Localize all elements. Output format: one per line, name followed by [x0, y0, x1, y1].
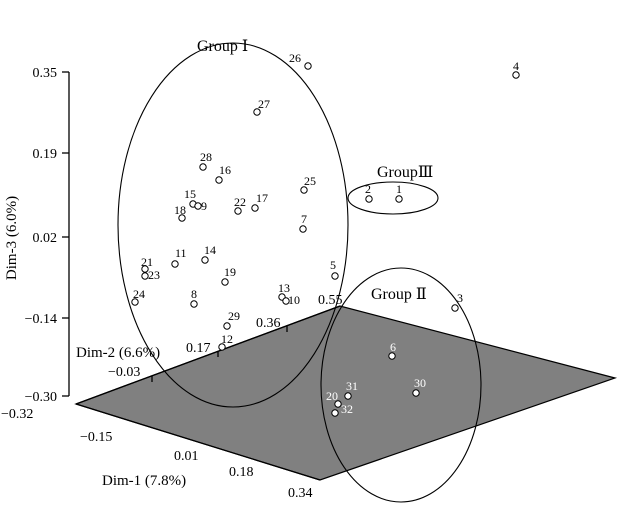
data-point-31: [344, 392, 352, 400]
data-point-17: [251, 204, 259, 212]
x-axis-line: [75, 403, 321, 481]
data-point-label-31: 31: [346, 379, 358, 393]
data-point-label-9: 9: [201, 199, 207, 213]
data-point-label-13: 13: [278, 281, 290, 295]
z-tick-label: 0.02: [33, 231, 58, 246]
data-point-label-20: 20: [326, 389, 338, 403]
data-point-label-25: 25: [304, 174, 316, 188]
data-point-label-5: 5: [330, 258, 336, 272]
z-tick-label: 0.35: [33, 66, 58, 81]
data-point-label-10: 10: [288, 293, 300, 307]
data-point-10: [282, 297, 290, 305]
data-point-3: [451, 304, 459, 312]
base-plane: [74, 305, 618, 481]
data-point-29: [223, 322, 231, 330]
data-point-25: [300, 186, 308, 194]
data-point-label-23: 23: [148, 268, 160, 282]
data-point-label-3: 3: [457, 291, 463, 305]
group-1-ellipse: [117, 42, 349, 408]
data-point-24: [131, 298, 139, 306]
group-2-label: Group Ⅱ: [371, 286, 427, 303]
data-point-label-14: 14: [204, 243, 216, 257]
data-point-label-2: 2: [365, 182, 371, 196]
x-tick-label: −0.15: [80, 430, 112, 445]
data-point-32: [331, 409, 339, 417]
data-point-label-1: 1: [396, 182, 402, 196]
data-point-label-24: 24: [133, 287, 145, 301]
data-point-19: [221, 278, 229, 286]
z-tick-label: −0.14: [25, 312, 57, 327]
data-point-label-28: 28: [200, 150, 212, 164]
y-tick-label: 0.17: [186, 341, 211, 356]
z-tick-label: 0.19: [33, 147, 58, 162]
data-point-16: [215, 176, 223, 184]
data-point-label-21: 21: [141, 255, 153, 269]
data-point-22: [234, 207, 242, 215]
data-point-12: [218, 343, 226, 351]
data-point-7: [299, 225, 307, 233]
data-point-8: [190, 300, 198, 308]
y-axis-line: [75, 305, 341, 405]
data-point-label-12: 12: [221, 332, 233, 346]
data-point-label-22: 22: [234, 195, 246, 209]
data-point-30: [412, 389, 420, 397]
x-tick-label: 0.18: [229, 465, 254, 480]
data-point-1: [395, 195, 403, 203]
data-point-label-26: 26: [289, 51, 301, 65]
data-point-label-7: 7: [301, 212, 307, 226]
data-point-9: [194, 202, 202, 210]
y-tick-label: −0.03: [108, 365, 140, 380]
data-point-11: [171, 260, 179, 268]
y-tick-label: 0.36: [256, 316, 281, 331]
group-1-label: Group Ⅰ: [197, 38, 248, 55]
data-point-label-27: 27: [258, 97, 270, 111]
data-point-label-8: 8: [191, 287, 197, 301]
data-point-21: [141, 265, 149, 273]
data-point-4: [512, 71, 520, 79]
x-axis-title: Dim-1 (7.8%): [102, 473, 186, 489]
x-tick-label: 0.34: [288, 486, 313, 501]
data-point-label-15: 15: [184, 187, 196, 201]
z-axis-title: Dim-3 (6.0%): [4, 196, 20, 280]
y-axis-title: Dim-2 (6.6%): [76, 345, 160, 361]
data-point-label-16: 16: [219, 163, 231, 177]
data-point-6: [388, 352, 396, 360]
group-3-ellipse: [347, 181, 439, 215]
data-point-23: [141, 272, 149, 280]
data-point-18: [178, 214, 186, 222]
x-tick-label: −0.32: [1, 407, 33, 422]
data-point-27: [253, 108, 261, 116]
group-2-ellipse: [320, 267, 482, 503]
data-point-28: [199, 163, 207, 171]
z-tick-label: −0.30: [25, 390, 57, 405]
data-point-14: [201, 256, 209, 264]
data-point-5: [331, 272, 339, 280]
data-point-label-32: 32: [341, 402, 353, 416]
data-point-26: [304, 62, 312, 70]
x-tick-label: 0.01: [174, 449, 199, 464]
data-point-label-30: 30: [414, 376, 426, 390]
data-point-label-19: 19: [224, 265, 236, 279]
data-point-label-4: 4: [513, 59, 519, 73]
group-3-label: GroupⅢ: [377, 164, 433, 181]
data-point-label-18: 18: [174, 203, 186, 217]
data-point-20: [334, 400, 342, 408]
data-point-label-11: 11: [175, 246, 187, 260]
data-point-2: [365, 195, 373, 203]
data-point-label-17: 17: [256, 191, 268, 205]
data-point-label-6: 6: [390, 340, 396, 354]
data-point-label-29: 29: [228, 309, 240, 323]
